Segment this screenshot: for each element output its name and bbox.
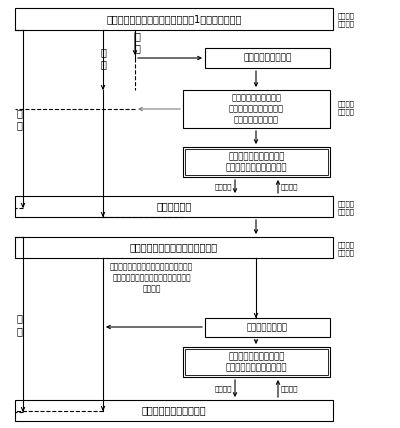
Text: （答申）: （答申）: [281, 184, 298, 190]
Bar: [15, 196, 333, 217]
Text: （諮問）: （諮問）: [214, 184, 232, 190]
Text: 京都府の意見: 京都府の意見: [156, 202, 192, 211]
Text: ４
月: ４ 月: [100, 47, 106, 69]
Text: （諮問）: （諮問）: [214, 386, 232, 392]
Text: 京都府大規模小売店舗立
地審議会（第９条第１項）: 京都府大規模小売店舗立 地審議会（第９条第１項）: [226, 352, 287, 372]
Text: 京都府大規模小売店舗立
地審議会（第８条第４項）: 京都府大規模小売店舗立 地審議会（第８条第４項）: [226, 152, 287, 172]
Bar: [183, 90, 330, 128]
Bar: [183, 147, 330, 177]
Text: 設置者の説明会開催: 設置者の説明会開催: [243, 54, 292, 62]
Text: （答申）: （答申）: [281, 386, 298, 392]
Text: （公告）
（縦覧）: （公告） （縦覧）: [338, 12, 355, 27]
Text: （公告）
（縦覧）: （公告） （縦覧）: [338, 241, 355, 256]
Bar: [15, 237, 333, 258]
Text: 京都府による勧告・公表: 京都府による勧告・公表: [142, 405, 206, 416]
Bar: [185, 149, 328, 175]
Text: （公告）
（縦覧）: （公告） （縦覧）: [338, 100, 355, 115]
Text: 大規模小売店舗の新増設の届出（1，０００㎡超）: 大規模小売店舗の新増設の届出（1，０００㎡超）: [106, 14, 242, 24]
Text: 京都府の意見を適正に反映しておらず、
周辺地域の生活環境に著しい悪影響が
ある場合: 京都府の意見を適正に反映しておらず、 周辺地域の生活環境に著しい悪影響が ある場…: [110, 262, 193, 293]
Text: ２
月: ２ 月: [134, 31, 140, 53]
Text: 地元市町村の意見: 地元市町村の意見: [247, 323, 288, 332]
Text: ８
月: ８ 月: [16, 108, 22, 130]
Bar: [15, 8, 333, 30]
Bar: [205, 48, 330, 68]
Bar: [185, 349, 328, 375]
Text: 出店者による自主的対応策の提示: 出店者による自主的対応策の提示: [130, 243, 218, 253]
Text: 地元市町村の意見提出
商工会議所・商工会、地
元住民等の意見提出: 地元市町村の意見提出 商工会議所・商工会、地 元住民等の意見提出: [229, 93, 284, 125]
Bar: [183, 347, 330, 377]
Bar: [15, 400, 333, 421]
Text: ２
月: ２ 月: [16, 313, 22, 336]
Text: （公告）
（縦覧）: （公告） （縦覧）: [338, 200, 355, 215]
Bar: [205, 318, 330, 337]
